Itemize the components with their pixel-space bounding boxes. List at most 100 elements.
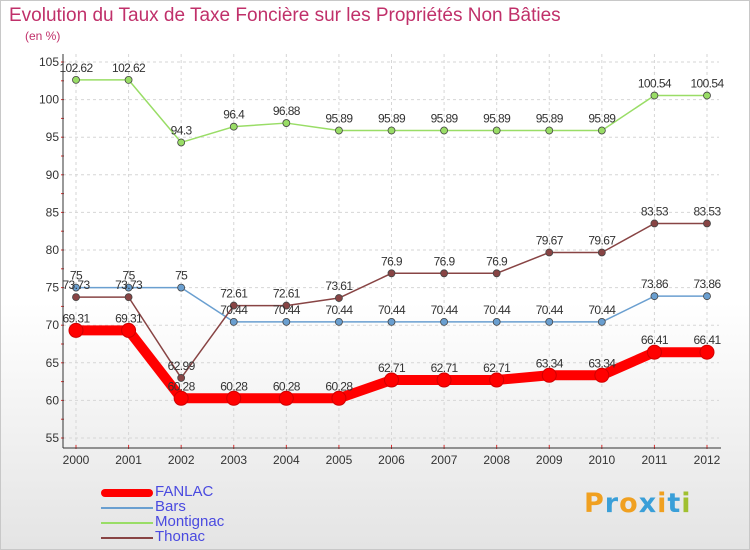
y-tick-label: 70 — [46, 318, 60, 332]
point-fanlac — [699, 344, 715, 360]
data-label-thonac: 62.99 — [168, 359, 196, 373]
point-montignac — [72, 75, 80, 84]
x-tick-label: 2002 — [168, 453, 195, 467]
point-fanlac — [68, 322, 84, 338]
point-bars — [177, 283, 186, 292]
point-bars — [597, 317, 606, 326]
y-tick-label: 55 — [46, 431, 60, 445]
point-montignac — [282, 119, 291, 127]
point-bars — [72, 283, 80, 292]
point-bars — [229, 317, 238, 326]
data-label-bars: 70.44 — [325, 303, 353, 317]
point-thonac — [282, 301, 291, 310]
point-thonac — [492, 269, 501, 278]
point-thonac — [703, 219, 711, 228]
legend-label-bars: Bars — [155, 498, 186, 515]
point-bars — [124, 283, 133, 292]
logo-letter: P — [584, 488, 605, 519]
data-label-fanlac: 60.28 — [273, 379, 301, 393]
y-tick-label: 80 — [46, 243, 60, 257]
point-thonac — [229, 301, 238, 310]
point-thonac — [597, 248, 606, 257]
point-montignac — [545, 126, 554, 135]
data-label-fanlac: 60.28 — [168, 379, 196, 393]
data-label-thonac: 83.53 — [693, 204, 721, 218]
point-montignac — [229, 122, 238, 131]
y-tick-label: 90 — [46, 168, 60, 182]
point-fanlac — [173, 390, 189, 406]
data-label-thonac: 76.9 — [381, 254, 403, 268]
data-label-montignac: 102.62 — [59, 61, 93, 75]
proxiti-logo: Proxiti — [584, 488, 692, 519]
data-labels: 102.62 102.62 94.3 96.4 96.88 95.89 95.89 95.89… — [59, 61, 725, 393]
y-tick-label: 100 — [39, 93, 59, 107]
data-label-montignac: 95.89 — [588, 112, 616, 126]
point-fanlac — [436, 372, 452, 388]
data-label-thonac: 73.61 — [325, 279, 353, 293]
logo-letter: r — [604, 488, 620, 519]
point-bars — [335, 317, 343, 326]
data-label-montignac: 102.62 — [112, 61, 146, 75]
data-label-bars: 75 — [123, 269, 136, 283]
data-label-thonac: 79.67 — [588, 233, 616, 247]
data-label-bars: 70.44 — [536, 303, 564, 317]
y-tick-label: 95 — [46, 130, 60, 144]
legend-swatch-fanlac — [101, 489, 153, 497]
x-tick-label: 2011 — [642, 453, 668, 467]
point-montignac — [703, 91, 711, 100]
data-label-thonac: 76.9 — [434, 254, 456, 268]
legend-swatch-bars — [101, 507, 153, 509]
data-label-fanlac: 69.31 — [115, 311, 143, 325]
point-bars — [387, 317, 396, 326]
point-montignac — [124, 75, 133, 84]
x-tick-label: 2008 — [483, 453, 510, 467]
series-lines — [68, 75, 715, 406]
data-label-montignac: 95.89 — [325, 112, 353, 126]
point-bars — [440, 317, 448, 326]
point-fanlac — [226, 390, 242, 406]
y-tick-label: 105 — [39, 55, 59, 69]
point-montignac — [335, 126, 343, 135]
x-tick-label: 2010 — [588, 453, 615, 467]
point-thonac — [72, 293, 80, 302]
data-label-thonac: 73.73 — [62, 278, 90, 292]
x-tick-label: 2000 — [63, 453, 90, 467]
point-bars — [650, 292, 659, 301]
legend-label-thonac: Thonac — [155, 528, 206, 545]
legend-item-fanlac[interactable]: FANLAC — [101, 483, 341, 500]
y-tick-label: 85 — [46, 205, 60, 219]
legend-item-bars[interactable]: Bars — [101, 498, 341, 515]
data-label-fanlac: 62.71 — [483, 361, 511, 375]
point-fanlac — [278, 390, 294, 406]
x-tick-label: 2007 — [431, 453, 458, 467]
data-label-montignac: 95.89 — [483, 112, 511, 126]
data-label-montignac: 95.89 — [536, 112, 564, 126]
data-label-bars: 73.86 — [641, 277, 669, 291]
data-label-fanlac: 69.31 — [62, 311, 90, 325]
data-label-thonac: 72.61 — [273, 287, 301, 301]
data-label-montignac: 100.54 — [638, 77, 672, 91]
point-thonac — [124, 293, 133, 302]
data-label-fanlac: 66.41 — [693, 333, 721, 347]
legend-swatch-thonac — [101, 537, 153, 539]
x-tick-label: 2001 — [115, 453, 142, 467]
data-label-bars: 75 — [70, 269, 83, 283]
logo-letter: t — [667, 488, 682, 519]
x-tick-label: 2005 — [326, 453, 353, 467]
data-label-fanlac: 63.34 — [588, 356, 616, 370]
data-label-bars: 70.44 — [483, 303, 511, 317]
data-label-bars: 70.44 — [220, 303, 248, 317]
legend: FANLAC Bars Montignac Thonac — [101, 483, 341, 545]
point-fanlac — [121, 322, 137, 338]
point-thonac — [545, 248, 554, 257]
data-label-thonac: 79.67 — [536, 233, 564, 247]
point-thonac — [177, 374, 186, 382]
legend-item-montignac[interactable]: Montignac — [101, 513, 341, 530]
point-bars — [703, 292, 711, 301]
data-label-thonac: 72.61 — [220, 287, 248, 301]
data-label-thonac: 76.9 — [486, 254, 508, 268]
legend-item-thonac[interactable]: Thonac — [101, 528, 341, 545]
chart-title: Evolution du Taux de Taxe Foncière sur l… — [9, 5, 561, 26]
